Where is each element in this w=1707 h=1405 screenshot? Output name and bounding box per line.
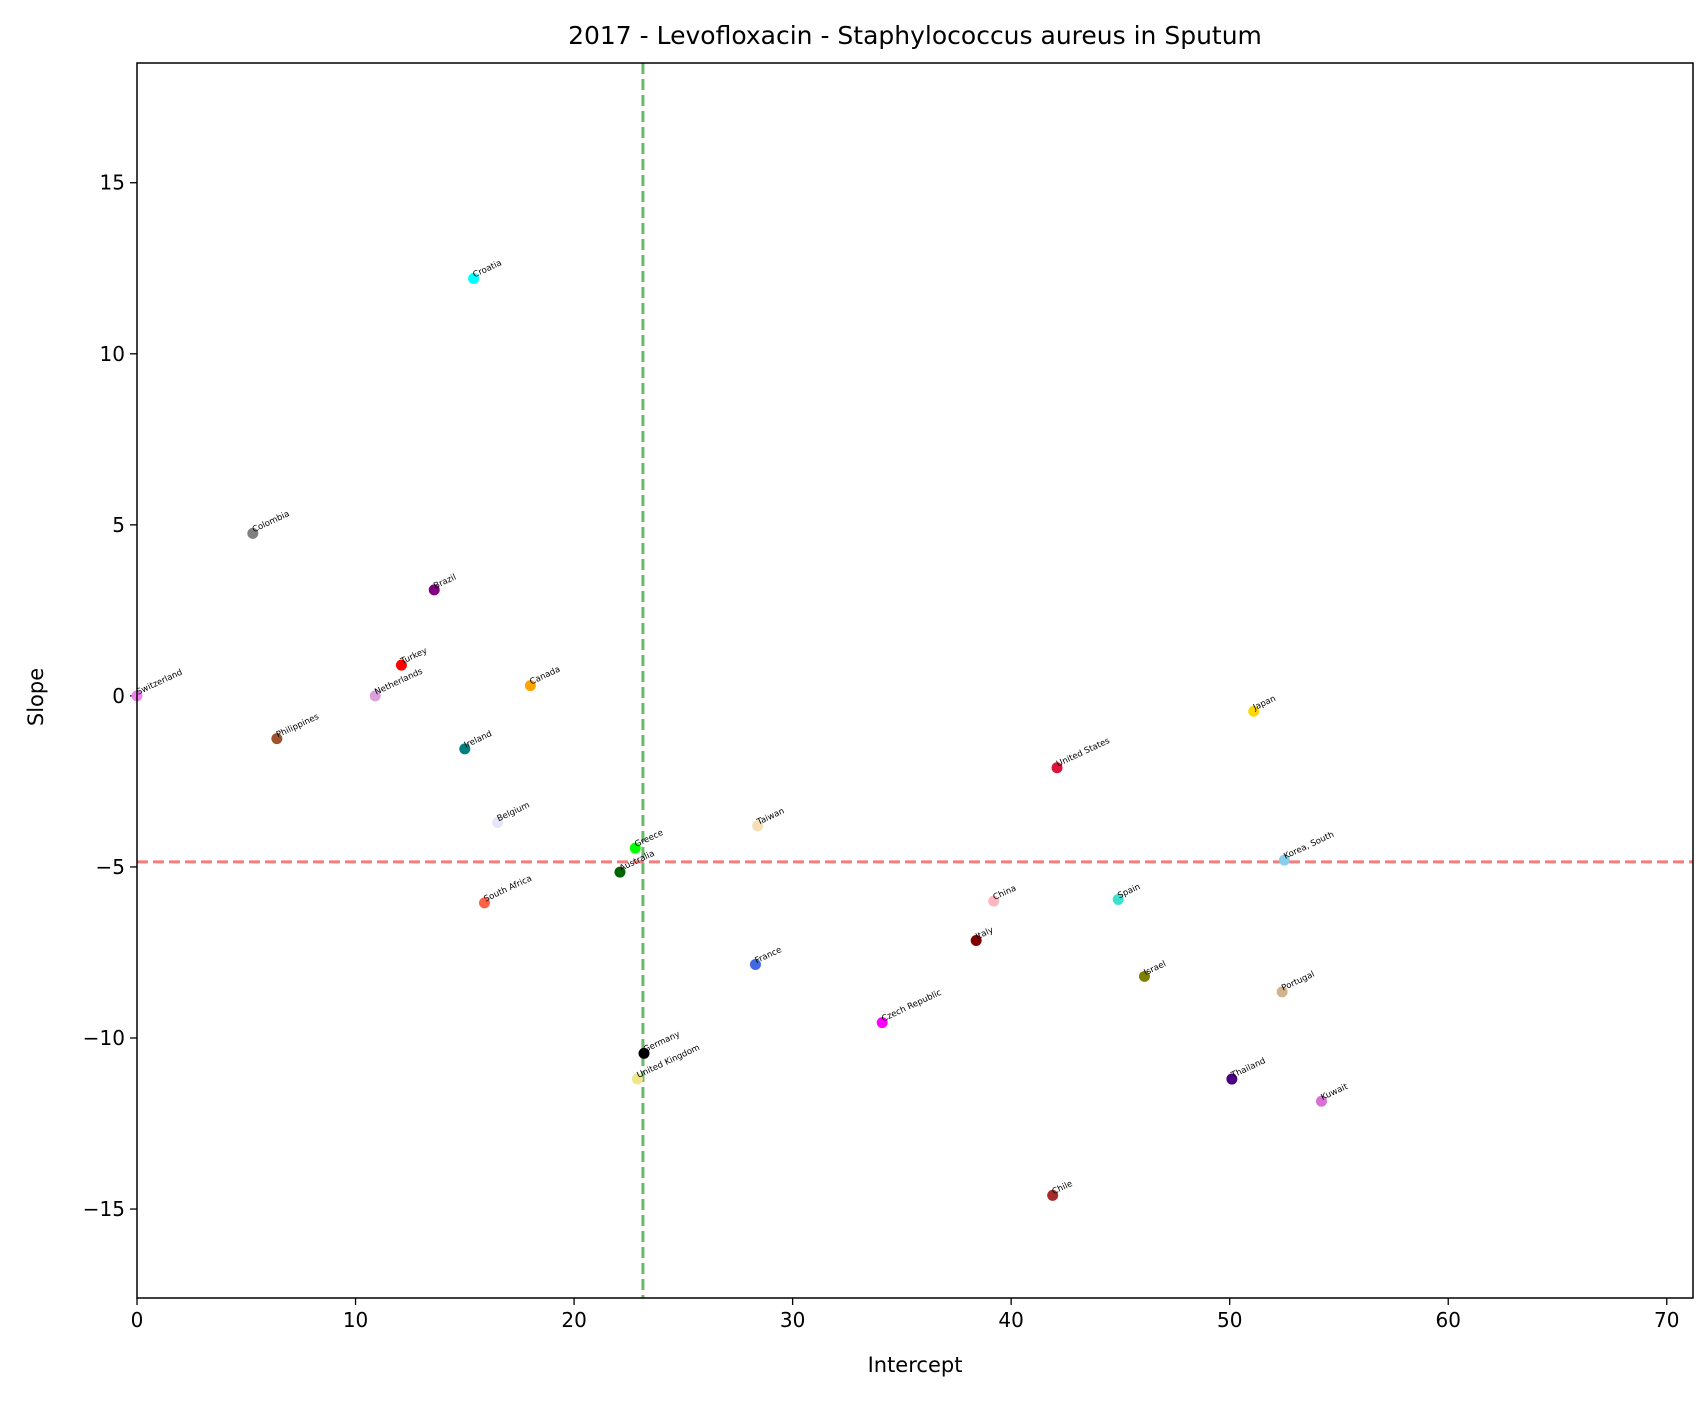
y-tick-label: −15 bbox=[83, 1197, 125, 1221]
y-tick-label: 10 bbox=[100, 342, 125, 366]
plot-area-frame bbox=[136, 62, 1694, 1299]
x-axis-label: Intercept bbox=[868, 1353, 963, 1377]
point-united-kingdom bbox=[631, 1073, 643, 1085]
x-tick-label: 40 bbox=[998, 1308, 1023, 1332]
point-korea-south bbox=[1278, 854, 1290, 866]
point-greece bbox=[629, 842, 641, 854]
point-china bbox=[988, 895, 1000, 907]
point-ireland bbox=[459, 743, 471, 755]
point-australia bbox=[614, 866, 626, 878]
point-colombia bbox=[247, 527, 259, 539]
y-axis-label: Slope bbox=[24, 668, 48, 726]
x-tick-label: 30 bbox=[780, 1308, 805, 1332]
point-israel bbox=[1138, 970, 1150, 982]
point-kuwait bbox=[1315, 1095, 1327, 1107]
point-netherlands bbox=[369, 690, 381, 702]
point-japan bbox=[1248, 705, 1260, 717]
x-tick-label: 70 bbox=[1654, 1308, 1679, 1332]
point-belgium bbox=[492, 816, 504, 828]
y-tick-label: −5 bbox=[96, 855, 125, 879]
chart-title: 2017 - Levofloxacin - Staphylococcus aur… bbox=[568, 21, 1262, 50]
x-tick-label: 50 bbox=[1217, 1308, 1242, 1332]
point-germany bbox=[638, 1047, 650, 1059]
data-points bbox=[131, 273, 1327, 1201]
point-thailand bbox=[1226, 1073, 1238, 1085]
y-tick-label: 5 bbox=[112, 513, 125, 537]
point-philippines bbox=[271, 733, 283, 745]
reference-lines bbox=[137, 63, 1693, 1298]
x-tick-label: 0 bbox=[131, 1308, 144, 1332]
point-portugal bbox=[1276, 986, 1288, 998]
point-spain bbox=[1112, 893, 1124, 905]
point-south-africa bbox=[478, 897, 490, 909]
point-canada bbox=[524, 680, 536, 692]
x-tick-label: 10 bbox=[343, 1308, 368, 1332]
point-turkey bbox=[395, 659, 407, 671]
point-italy bbox=[970, 935, 982, 946]
point-taiwan bbox=[752, 820, 764, 832]
point-brazil bbox=[428, 584, 440, 596]
point-france bbox=[749, 958, 761, 970]
point-chile bbox=[1047, 1189, 1059, 1201]
point-czech-republic bbox=[876, 1017, 888, 1029]
axis-ticks: 0 10 20 30 40 50 60 70 −15 −10 −5 0 5 10 15 bbox=[83, 171, 1680, 1332]
point-croatia bbox=[468, 273, 480, 285]
x-tick-label: 20 bbox=[561, 1308, 586, 1332]
y-tick-label: −10 bbox=[83, 1026, 125, 1050]
y-tick-label: 0 bbox=[112, 684, 125, 708]
point-united-states bbox=[1051, 762, 1063, 774]
x-tick-label: 60 bbox=[1436, 1308, 1461, 1332]
y-tick-label: 15 bbox=[100, 171, 125, 195]
